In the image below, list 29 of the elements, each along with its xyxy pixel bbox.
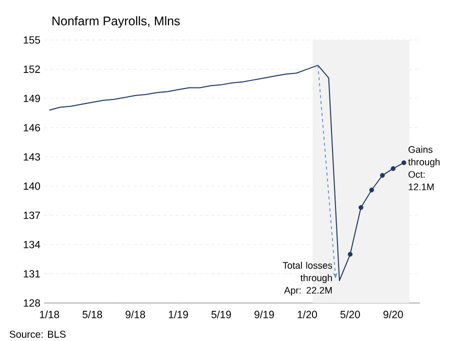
point bbox=[348, 252, 353, 257]
x-tick-label: 5/20 bbox=[340, 310, 360, 318]
point bbox=[390, 166, 396, 171]
y-tick-label: 152 bbox=[24, 66, 40, 73]
chart-title: Nonfarm Payrolls, Mlns bbox=[52, 16, 180, 28]
y-tick-label: 155 bbox=[24, 36, 40, 44]
x-tick-label: 9/20 bbox=[383, 310, 403, 318]
x-tick-label: 5/19 bbox=[212, 310, 231, 318]
y-tick-label: 140 bbox=[24, 182, 40, 190]
y-tick-label: 146 bbox=[24, 124, 40, 132]
point bbox=[358, 205, 364, 210]
x-tick-label: 9/18 bbox=[126, 310, 146, 318]
y-tick-label: 128 bbox=[24, 299, 40, 307]
y-tick-label: 131 bbox=[24, 270, 40, 278]
x-tick-label: 1/19 bbox=[168, 310, 188, 318]
y-tick-label: 143 bbox=[24, 153, 40, 161]
x-tick-label: 1/20 bbox=[298, 310, 317, 318]
point bbox=[369, 188, 374, 192]
point bbox=[402, 160, 406, 166]
source-note: Source: BLS bbox=[10, 330, 66, 338]
annotation: Gains through Oct: 12.1M bbox=[408, 146, 440, 190]
y-tick-label: 149 bbox=[24, 94, 40, 102]
y-tick-label: 134 bbox=[24, 240, 40, 248]
point bbox=[380, 173, 385, 178]
x-tick-label: 5/18 bbox=[82, 310, 102, 318]
x-tick-label: 9/19 bbox=[254, 310, 274, 318]
x-tick-label: 1/18 bbox=[40, 310, 60, 318]
annotation: Total losses through Apr: 22.2M bbox=[282, 262, 332, 296]
y-tick-label: 137 bbox=[24, 212, 40, 220]
